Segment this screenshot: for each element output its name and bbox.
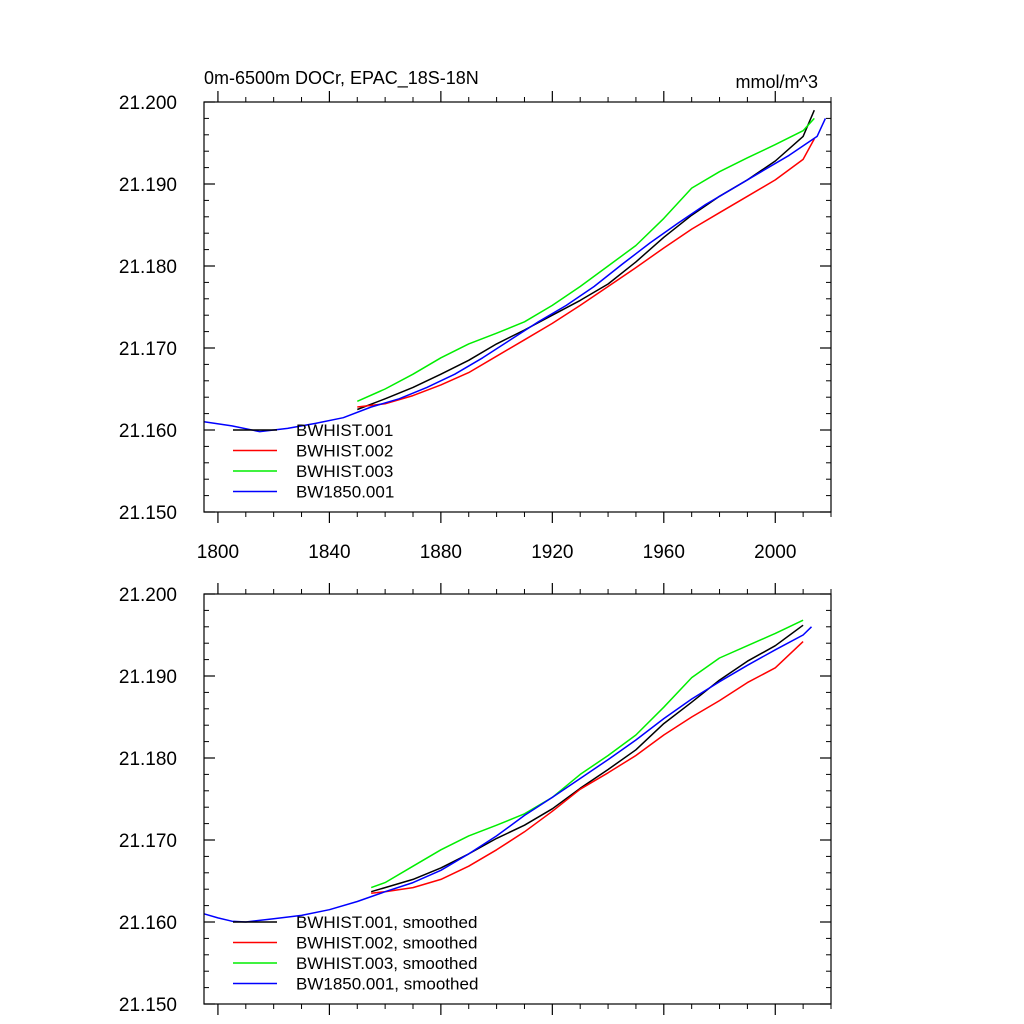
y-tick-label: 21.200	[119, 585, 177, 606]
legend-item: BWHIST.001	[233, 421, 393, 440]
series-line-bwhist-002-smoothed	[371, 641, 804, 895]
legend: BWHIST.001, smoothed BWHIST.002, smoothed…	[233, 913, 478, 994]
y-tick-label: 21.170	[119, 339, 177, 360]
legend-label: BW1850.001	[296, 483, 394, 502]
legend-item: BWHIST.002	[233, 442, 393, 461]
legend-item: BW1850.001	[233, 483, 394, 502]
legend-label: BWHIST.003, smoothed	[296, 954, 477, 973]
x-tick-label: 1840	[308, 542, 350, 563]
x-tick-label: 1880	[420, 542, 462, 563]
legend-item: BWHIST.003, smoothed	[233, 954, 477, 973]
plot-frame	[203, 101, 832, 513]
legend-item: BWHIST.003	[233, 462, 393, 481]
legend-item: BW1850.001, smoothed	[233, 975, 478, 994]
legend-label: BWHIST.002	[296, 442, 393, 461]
top-panel: 0m-6500m DOCr, EPAC_18S-18N mmol/m^3 21.…	[119, 68, 832, 563]
y-tick-label: 21.170	[119, 831, 177, 852]
y-tick-label: 21.150	[119, 995, 177, 1016]
series-line-bw1850-001-smoothed	[203, 626, 813, 923]
series-line-bw1850-001	[203, 118, 827, 433]
y-tick-label: 21.160	[119, 421, 177, 442]
bottom-panel: 21.150 21.160 21.170 21.180 21.190 21.200 BWH…	[119, 583, 832, 1016]
y-tick-label: 21.200	[119, 93, 177, 114]
legend-label: BWHIST.003	[296, 462, 393, 481]
y-tick-label: 21.160	[119, 913, 177, 934]
y-tick-label: 21.180	[119, 257, 177, 278]
legend-label: BWHIST.001	[296, 421, 393, 440]
series-layer	[203, 619, 813, 923]
x-tick-label: 1920	[531, 542, 573, 563]
legend-item: BWHIST.002, smoothed	[233, 934, 477, 953]
legend-label: BWHIST.001, smoothed	[296, 913, 477, 932]
legend-item: BWHIST.001, smoothed	[233, 913, 477, 932]
ticks-layer: 21.150 21.160 21.170 21.180 21.190 21.200 1800…	[119, 91, 832, 563]
series-layer	[203, 109, 827, 433]
series-line-bwhist-001-smoothed	[370, 624, 804, 893]
series-line-bwhist-003	[356, 117, 815, 402]
x-tick-label: 2000	[754, 542, 796, 563]
y-tick-label: 21.180	[119, 749, 177, 770]
y-tick-label: 21.190	[119, 667, 177, 688]
x-tick-label: 1960	[643, 542, 685, 563]
legend-label: BWHIST.002, smoothed	[296, 934, 477, 953]
series-line-bwhist-003-smoothed	[370, 619, 804, 889]
y-tick-label: 21.150	[119, 503, 177, 524]
units-label: mmol/m^3	[736, 72, 818, 92]
x-tick-label: 1800	[197, 542, 239, 563]
series-line-bwhist-002	[357, 138, 815, 408]
ticks-layer: 21.150 21.160 21.170 21.180 21.190 21.200	[119, 583, 832, 1016]
plot-frame	[203, 593, 832, 1005]
chart-title: 0m-6500m DOCr, EPAC_18S-18N	[204, 68, 479, 89]
legend-label: BW1850.001, smoothed	[296, 975, 478, 994]
y-tick-label: 21.190	[119, 175, 177, 196]
series-line-bwhist-001	[357, 109, 815, 411]
